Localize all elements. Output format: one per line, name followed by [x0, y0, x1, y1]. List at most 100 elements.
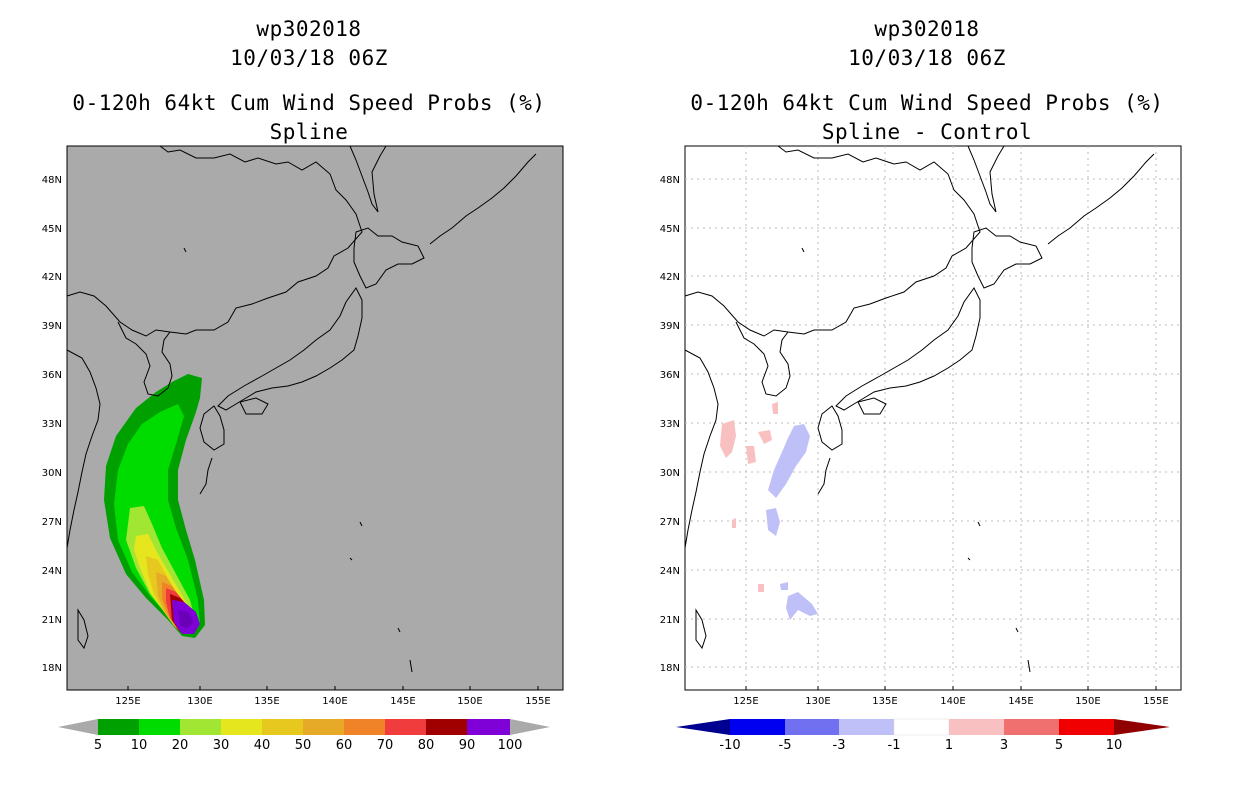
- colorbar-swatch: [303, 719, 344, 735]
- korea-peninsula: [117, 321, 173, 397]
- colorbar-label: 1: [944, 738, 954, 753]
- colorbar-label: 50: [294, 738, 312, 753]
- taiwan: [77, 608, 89, 650]
- lon-label: 150E: [1075, 696, 1100, 707]
- colorbar-swatch: [467, 719, 510, 735]
- lat-label: 21N: [42, 615, 62, 626]
- lat-label: 48N: [660, 175, 680, 186]
- asia-coast: [66, 145, 363, 337]
- colorbar-label: -1: [887, 738, 901, 753]
- lon-label: 145E: [1008, 696, 1033, 707]
- small-islands: [183, 247, 413, 673]
- lon-label: 130E: [805, 696, 830, 707]
- lon-labels: 125E 130E 135E 140E 145E 150E 155E: [733, 696, 1168, 707]
- ryukyu-islands: [817, 457, 831, 495]
- colorbar-label: 90: [458, 738, 476, 753]
- shikoku: [239, 397, 269, 415]
- lon-label: 130E: [187, 696, 212, 707]
- colorbar-end-right: [1114, 719, 1170, 735]
- shikoku: [857, 397, 887, 415]
- colorbar-label: 5: [93, 738, 103, 753]
- colorbar-swatch: [262, 719, 303, 735]
- positive-patch: [758, 430, 772, 444]
- swath-10pct: [114, 404, 200, 634]
- lat-label: 42N: [42, 272, 62, 283]
- positive-patch: [758, 584, 764, 592]
- ryukyu-islands: [199, 457, 213, 495]
- positive-patch: [732, 518, 736, 528]
- positive-patch: [746, 446, 756, 464]
- coastlines: [684, 145, 1155, 673]
- swath-100pct: [178, 610, 194, 628]
- lon-label: 140E: [322, 696, 347, 707]
- small-islands: [801, 247, 1031, 673]
- taiwan: [695, 608, 707, 650]
- colorbar: [58, 719, 550, 735]
- colorbar-label: 10: [130, 738, 148, 753]
- colorbar-label: 3: [999, 738, 1009, 753]
- probability-swath: [104, 374, 205, 638]
- lon-label: 135E: [872, 696, 897, 707]
- colorbar: [676, 718, 1170, 736]
- lat-label: 42N: [660, 272, 680, 283]
- lon-label: 125E: [115, 696, 140, 707]
- colorbar-label: 40: [253, 738, 271, 753]
- colorbar-end-right: [510, 719, 550, 735]
- colorbar-label: -5: [778, 738, 792, 753]
- right-panel: wp302018 10/03/18 06Z 0-120h 64kt Cum Wi…: [618, 0, 1236, 800]
- negative-patch: [786, 592, 818, 620]
- lon-label: 135E: [254, 696, 279, 707]
- honshu: [835, 287, 981, 411]
- storm-id-title: wp302018: [874, 17, 980, 41]
- lon-label: 155E: [525, 696, 550, 707]
- negative-patch: [766, 508, 780, 536]
- lat-labels: 48N 45N 42N 39N 36N 33N 30N 27N 24N 21N …: [660, 175, 680, 674]
- sakhalin: [967, 145, 1005, 213]
- lat-label: 36N: [42, 370, 62, 381]
- lat-labels: 48N 45N 42N 39N 36N 33N 30N 27N 24N 21N …: [42, 175, 62, 674]
- lat-label: 36N: [660, 370, 680, 381]
- colorbar-end-left: [676, 719, 730, 735]
- colorbar-label: 80: [417, 738, 435, 753]
- lon-label: 150E: [457, 696, 482, 707]
- lat-label: 30N: [660, 468, 680, 479]
- lat-label: 27N: [42, 517, 62, 528]
- colorbar-swatch: [1004, 719, 1059, 735]
- lat-label: 30N: [42, 468, 62, 479]
- lat-label: 33N: [42, 419, 62, 430]
- kuril-islands: [429, 153, 537, 245]
- datetime-title: 10/03/18 06Z: [230, 46, 388, 70]
- kyushu: [199, 405, 225, 451]
- china-coast: [66, 349, 101, 549]
- korea-peninsula: [735, 321, 791, 397]
- colorbar-label: 5: [1054, 738, 1064, 753]
- lat-label: 27N: [660, 517, 680, 528]
- colorbar-label: 30: [212, 738, 230, 753]
- colorbar-swatch: [385, 719, 426, 735]
- coastlines: [66, 145, 537, 673]
- asia-coast: [684, 145, 981, 337]
- kyushu: [817, 405, 843, 451]
- colorbar-swatch: [785, 719, 839, 735]
- axis-ticks: [127, 686, 539, 690]
- positive-patch: [720, 420, 736, 458]
- lat-label: 24N: [42, 566, 62, 577]
- colorbar-label: 70: [376, 738, 394, 753]
- colorbar-swatch: [180, 719, 221, 735]
- colorbar-swatch: [344, 719, 385, 735]
- positive-patch: [772, 402, 778, 414]
- china-coast: [684, 349, 719, 549]
- lat-label: 21N: [660, 615, 680, 626]
- hokkaido: [971, 227, 1043, 289]
- subtitle: Spline - Control: [821, 120, 1033, 144]
- colorbar-swatch: [893, 718, 950, 736]
- map-background: [684, 145, 1182, 691]
- colorbar-swatch: [730, 719, 785, 735]
- colorbar-label: 20: [171, 738, 189, 753]
- colorbar-swatch: [839, 719, 894, 735]
- sakhalin: [349, 145, 387, 213]
- lon-labels: 125E 130E 135E 140E 145E 150E 155E: [115, 696, 550, 707]
- colorbar-label: 100: [497, 738, 523, 753]
- colorbar-swatch: [98, 719, 139, 735]
- lat-label: 24N: [660, 566, 680, 577]
